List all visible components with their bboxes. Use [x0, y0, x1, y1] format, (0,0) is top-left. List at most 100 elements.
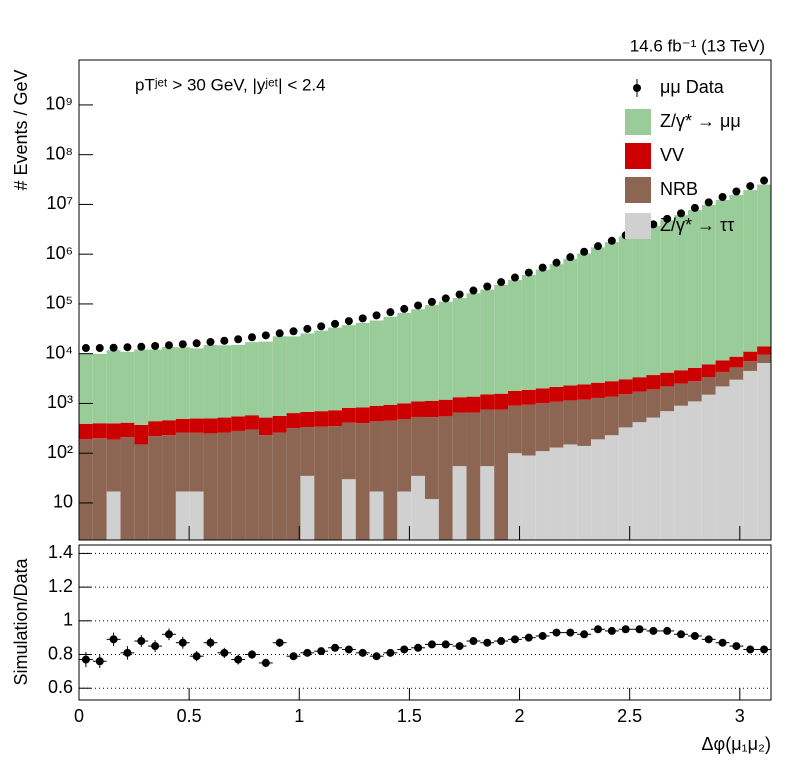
ratio-point [538, 631, 547, 640]
stack-bar [508, 280, 522, 391]
stack-bar [203, 433, 218, 540]
ratio-point [95, 657, 104, 666]
stack-bar [245, 415, 259, 430]
legend-label: VV [660, 145, 684, 165]
legend-marker [633, 84, 641, 92]
data-point [234, 335, 243, 344]
x-tick-label: 0 [74, 706, 84, 726]
stack-bar [438, 416, 453, 540]
data-point [510, 273, 519, 282]
stack-bar [328, 410, 342, 427]
stack-bar [549, 401, 564, 448]
stack-bar [535, 269, 550, 389]
stack-bar [743, 190, 758, 352]
stack-bar [106, 439, 121, 492]
stack-bar [549, 386, 564, 402]
data-point [580, 247, 589, 256]
stack-bar [397, 312, 412, 404]
ratio-point [331, 643, 340, 652]
data-point [178, 340, 187, 349]
stack-bar [687, 209, 702, 368]
ratio-point [81, 655, 90, 664]
stack-bar [715, 360, 730, 372]
stack-bar [258, 417, 273, 436]
y-tick-label: 1 [63, 610, 73, 630]
ratio-point [303, 648, 312, 657]
stack-bar [134, 424, 149, 445]
stack-bar [591, 247, 605, 383]
stack-bar [286, 413, 301, 429]
stack-bar [300, 333, 315, 412]
stack-bar [743, 361, 758, 371]
stack-bar [646, 417, 661, 540]
stack-bar [646, 375, 661, 390]
ratio-point [275, 638, 284, 647]
stack-bar [618, 394, 633, 428]
stack-bar [258, 435, 273, 540]
data-point [552, 258, 561, 267]
stack-bar [355, 423, 370, 540]
stack-bar [369, 405, 384, 422]
stack-bar [286, 428, 301, 540]
y-tick-label: 1.4 [48, 542, 73, 562]
stack-bar [549, 264, 564, 387]
x-tick-label: 1 [294, 706, 304, 726]
data-point [455, 290, 464, 299]
stack-bar [452, 466, 467, 540]
stack-bar [189, 418, 204, 433]
stack-bar [175, 418, 190, 433]
x-tick-label: 0.5 [177, 706, 202, 726]
stack-bar [480, 289, 495, 395]
stack-bar [660, 411, 675, 540]
ratio-point [372, 652, 381, 661]
legend-swatch [625, 177, 651, 203]
stack-bar [604, 435, 619, 540]
ratio-point [234, 655, 243, 664]
stack-bar [120, 422, 135, 438]
ratio-point [206, 638, 215, 647]
stack-bar [397, 491, 412, 540]
data-point [358, 314, 367, 323]
stack-bar [341, 479, 356, 540]
data-point [95, 344, 104, 353]
stack-bar [175, 347, 190, 419]
stack-bar [480, 394, 495, 410]
stack-bar [494, 409, 509, 540]
x-axis-title: Δφ(μ₁μ₂) [702, 734, 772, 754]
stack-bar [369, 421, 384, 492]
stack-bar [148, 349, 163, 422]
stack-bar [563, 444, 578, 540]
lumi-label: 14.6 fb⁻¹ (13 TeV) [630, 36, 765, 55]
stack-bar [535, 403, 550, 452]
y-tick-label: 0.8 [48, 643, 73, 663]
data-point [414, 301, 423, 310]
stack-bar [341, 407, 356, 423]
stack-bar [120, 351, 135, 423]
x-tick-label: 2.5 [617, 706, 642, 726]
stack-bar [646, 389, 661, 418]
stack-bar [203, 418, 218, 434]
ratio-point [414, 643, 423, 652]
ratio-point [690, 631, 699, 640]
stack-bar [660, 220, 675, 373]
stack-bar [452, 298, 467, 398]
stack-bar [245, 429, 259, 540]
stack-bar [452, 397, 467, 413]
stack-bar [729, 356, 744, 368]
stack-bar [438, 399, 453, 417]
data-point [109, 343, 118, 352]
data-point [704, 198, 713, 207]
stack-bar [701, 394, 716, 540]
stack-bar [466, 396, 481, 413]
y-tick-label: 10 [53, 492, 73, 512]
ratio-point [289, 652, 298, 661]
stack-bar [632, 391, 647, 423]
legend-swatch [625, 143, 651, 169]
stack-bar [217, 345, 232, 418]
stack-bar [314, 426, 329, 540]
stack-bar [411, 309, 425, 402]
stack-bar [480, 466, 495, 540]
data-point [372, 311, 381, 320]
stack-bar [743, 351, 758, 362]
